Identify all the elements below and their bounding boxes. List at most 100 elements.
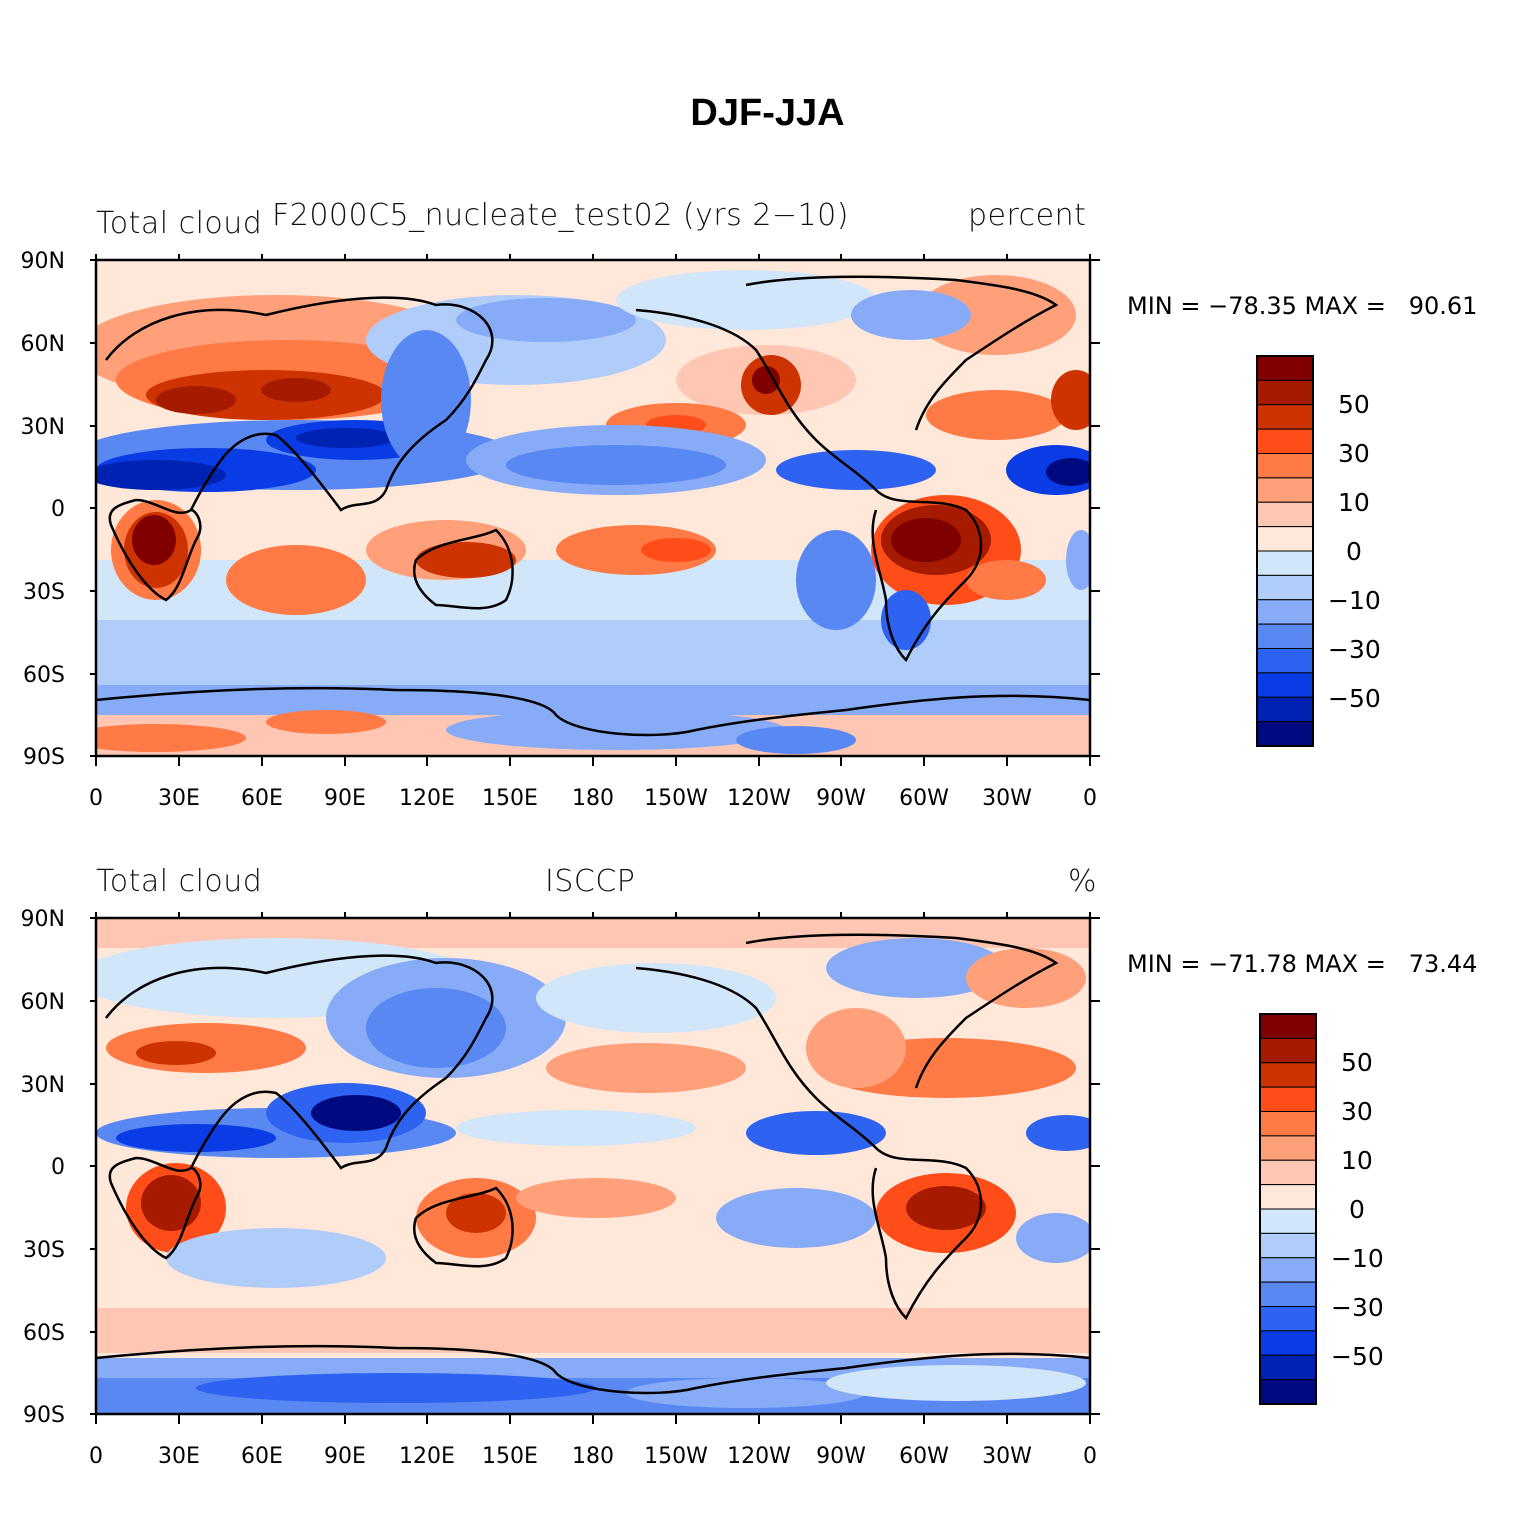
panel1-lon-label: 150W [644,786,708,811]
panel2-colorbar-label: 10 [1341,1146,1373,1175]
panel1-right-title: percent [968,198,1087,233]
panel2-lat-label: 60N [20,990,65,1015]
panel2-colorbar-label: −10 [1331,1244,1384,1273]
panel2-lat-label: 90N [20,907,65,932]
panel2-colorbar [1259,1013,1317,1405]
panel2-left-title: Total cloud [96,864,263,899]
colorbar-swatch [1256,428,1314,454]
panel2-lon-label: 120W [727,1444,791,1469]
colorbar-swatch [1256,599,1314,625]
panel2-lon-label: 150W [644,1444,708,1469]
panel1-lon-label: 150E [482,786,538,811]
panel1-colorbar-label: 10 [1338,488,1370,517]
panel1-lon-label: 90E [324,786,366,811]
colorbar-swatch [1259,1330,1317,1356]
panel1-axes-frame [90,254,1100,766]
panel2-lon-label: 30W [982,1444,1032,1469]
colorbar-swatch [1256,672,1314,698]
panel1-lat-label: 90N [20,249,65,274]
panel1-lon-label: 120W [727,786,791,811]
panel1-lat-label: 90S [23,745,65,770]
panel2-lat-label: 60S [23,1321,65,1346]
panel1-lon-label: 0 [1083,786,1097,811]
panel2-axes-frame [90,912,1100,1424]
colorbar-swatch [1256,453,1314,479]
panel1-colorbar [1256,355,1314,747]
colorbar-swatch [1259,1257,1317,1283]
panel2-colorbar-label: −30 [1331,1293,1384,1322]
colorbar-swatch [1256,648,1314,674]
panel2-lon-label: 0 [89,1444,103,1469]
panel2-lon-label: 30E [158,1444,200,1469]
panel1-colorbar-label: −50 [1328,684,1381,713]
panel1-lat-label: 60S [23,663,65,688]
colorbar-swatch [1256,696,1314,723]
panel1-colorbar-label: 50 [1338,390,1370,419]
figure-title: DJF-JJA [690,92,845,134]
panel2-colorbar-label: 50 [1341,1048,1373,1077]
colorbar-swatch [1259,1208,1317,1234]
panel1-lon-label: 60W [899,786,949,811]
colorbar-swatch [1259,1379,1317,1405]
colorbar-swatch [1259,1306,1317,1332]
panel1-lon-label: 90W [816,786,866,811]
colorbar-swatch [1256,477,1314,503]
panel2-lon-label: 60W [899,1444,949,1469]
colorbar-frame [1259,1013,1317,1405]
colorbar-swatch [1256,501,1314,528]
panel1-lat-label: 30S [23,580,65,605]
panel1-center-title: F2000C5_nucleate_test02 (yrs 2−10) [272,198,849,233]
colorbar-swatch [1259,1037,1317,1064]
colorbar-swatch [1256,379,1314,406]
panel2-lat-label: 90S [23,1403,65,1428]
colorbar-swatch [1259,1354,1317,1381]
colorbar-swatch [1259,1013,1317,1039]
colorbar-swatch [1256,526,1314,552]
colorbar-swatch [1256,574,1314,601]
panel1-colorbar-label: 0 [1346,537,1362,566]
panel1-min-max: MIN = −78.35 MAX = 90.61 [1127,292,1478,320]
panel1-lon-label: 0 [89,786,103,811]
colorbar-swatch [1256,355,1314,381]
panel1-lat-label: 0 [51,497,65,522]
panel1-lon-label: 180 [572,786,614,811]
panel2-lon-label: 90E [324,1444,366,1469]
colorbar-swatch [1259,1135,1317,1161]
panel2-colorbar-label: −50 [1331,1342,1384,1371]
colorbar-swatch [1256,404,1314,430]
colorbar-frame [1256,355,1314,747]
colorbar-swatch [1259,1281,1317,1307]
colorbar-swatch [1259,1062,1317,1088]
panel1-lat-label: 30N [20,415,65,440]
panel1-lon-label: 30W [982,786,1032,811]
colorbar-swatch [1259,1111,1317,1137]
panel1-colorbar-label: −10 [1328,586,1381,615]
panel2-lon-label: 150E [482,1444,538,1469]
panel2-lon-label: 0 [1083,1444,1097,1469]
panel2-lat-label: 0 [51,1155,65,1180]
panel2-lon-label: 90W [816,1444,866,1469]
panel1-lat-label: 60N [20,332,65,357]
panel1-lon-label: 60E [241,786,283,811]
colorbar-swatch [1259,1184,1317,1210]
colorbar-swatch [1259,1086,1317,1112]
colorbar-swatch [1256,550,1314,576]
colorbar-swatch [1259,1159,1317,1186]
panel2-colorbar-label: 0 [1349,1195,1365,1224]
colorbar-swatch [1256,721,1314,747]
panel1-left-title: Total cloud [96,206,263,241]
panel2-lat-label: 30S [23,1238,65,1263]
panel2-lon-label: 120E [399,1444,455,1469]
panel2-colorbar-label: 30 [1341,1097,1373,1126]
panel2-center-title: ISCCP [545,864,636,899]
panel1-lon-label: 120E [399,786,455,811]
panel2-map [96,918,1090,1414]
panel1-lon-label: 30E [158,786,200,811]
panel2-min-max: MIN = −71.78 MAX = 73.44 [1127,950,1478,978]
panel1-map [96,260,1090,756]
colorbar-swatch [1259,1232,1317,1259]
colorbar-swatch [1256,623,1314,649]
panel1-colorbar-label: −30 [1328,635,1381,664]
panel2-lon-label: 180 [572,1444,614,1469]
panel2-lon-label: 60E [241,1444,283,1469]
